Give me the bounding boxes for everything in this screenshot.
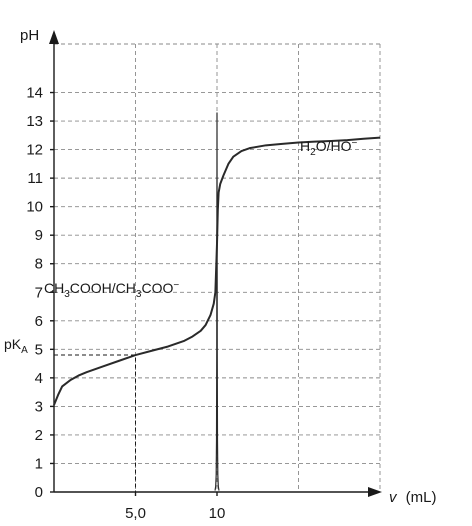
x-tick-label: 5,0 bbox=[125, 505, 146, 522]
water-pair-sub: 2 bbox=[310, 147, 316, 158]
acid-pair-sub: 3 bbox=[136, 289, 142, 300]
acid-pair-sup: − bbox=[173, 280, 179, 291]
water-pair-part: O/HO bbox=[316, 138, 352, 154]
acid-pair-sub: 3 bbox=[64, 289, 70, 300]
y-tick-label: 3 bbox=[35, 398, 43, 415]
y-tick-label: 4 bbox=[35, 370, 43, 387]
acid-pair-part: CH bbox=[44, 280, 64, 296]
y-axis-title: pH bbox=[20, 27, 39, 44]
pka-annotation: pKA bbox=[4, 336, 136, 492]
svg-text:pKA: pKA bbox=[4, 336, 28, 356]
derivative-peak bbox=[214, 112, 220, 491]
water-pair-part: H bbox=[300, 138, 310, 154]
y-tick-label: 14 bbox=[26, 85, 43, 102]
svg-text:CH3COOH/CH3COO−: CH3COOH/CH3COO− bbox=[44, 280, 179, 300]
acid-pair-part: COOH/CH bbox=[70, 280, 136, 296]
acid-pair-part: COO bbox=[141, 280, 173, 296]
y-tick-label: 12 bbox=[26, 142, 43, 159]
svg-text:H2O/HO−: H2O/HO− bbox=[300, 138, 357, 158]
titration-curve bbox=[53, 136, 381, 406]
y-axis-title-text: pH bbox=[20, 27, 39, 44]
x-axis-arrow bbox=[368, 487, 382, 497]
pka-label: pK bbox=[4, 336, 22, 352]
pka-subscript: A bbox=[21, 345, 28, 356]
x-axis-title: v (mL) bbox=[389, 489, 437, 506]
y-tick-label: 8 bbox=[35, 256, 43, 273]
acid-pair-label: CH3COOH/CH3COO− bbox=[44, 280, 179, 300]
y-tick-label: 10 bbox=[26, 199, 43, 216]
svg-text:v (mL): v (mL) bbox=[389, 489, 437, 506]
pka-guide-line bbox=[54, 354, 136, 492]
axes bbox=[49, 30, 382, 497]
y-tick-label: 7 bbox=[35, 284, 43, 301]
series bbox=[53, 112, 381, 491]
water-pair-label: H2O/HO− bbox=[300, 138, 357, 158]
water-pair-sup: − bbox=[351, 138, 357, 149]
x-tick-label: 10 bbox=[209, 505, 226, 522]
y-tick-label: 6 bbox=[35, 313, 43, 330]
y-tick-label: 13 bbox=[26, 113, 43, 130]
y-tick-label: 11 bbox=[27, 170, 43, 187]
x-axis-unit: (mL) bbox=[406, 489, 437, 506]
y-axis-arrow bbox=[49, 30, 59, 44]
y-tick-label: 2 bbox=[35, 427, 43, 444]
y-tick-label: 1 bbox=[35, 455, 43, 472]
x-axis-symbol: v bbox=[389, 489, 398, 506]
y-tick-label: 9 bbox=[35, 227, 43, 244]
y-tick-label: 0 bbox=[35, 484, 43, 501]
y-tick-label: 5 bbox=[35, 341, 43, 358]
